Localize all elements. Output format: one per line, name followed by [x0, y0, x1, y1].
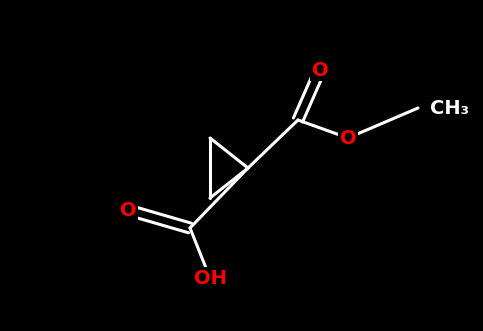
Text: O: O — [340, 128, 356, 148]
Text: O: O — [312, 61, 328, 79]
Text: OH: OH — [194, 268, 227, 288]
Text: CH₃: CH₃ — [430, 99, 469, 118]
Text: O: O — [120, 201, 136, 219]
